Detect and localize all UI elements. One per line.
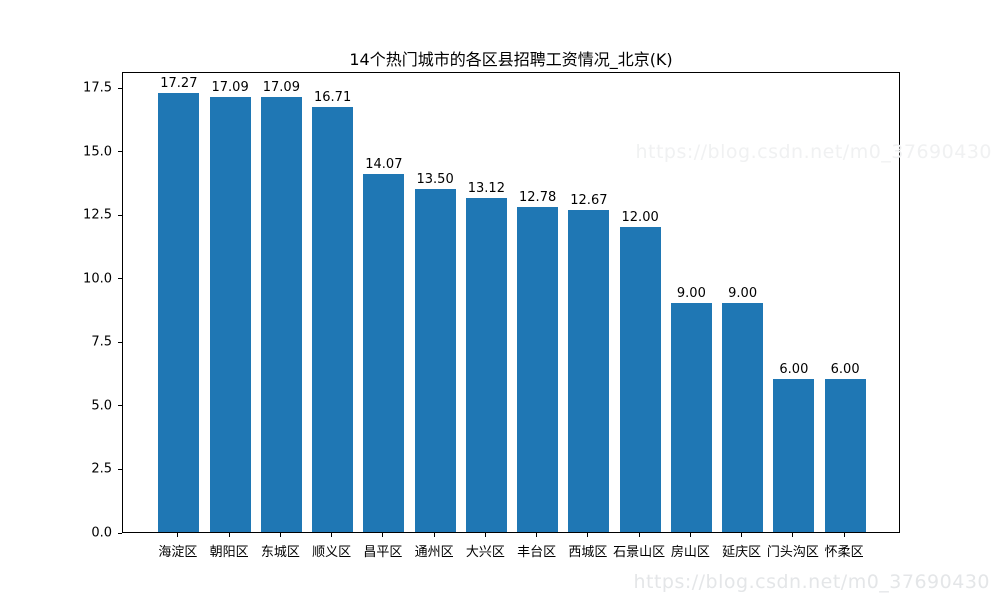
- bar: [209, 97, 251, 532]
- x-tick-label: 朝阳区: [209, 545, 249, 560]
- y-tick-mark: [118, 532, 122, 534]
- bar-value-label: 17.09: [262, 80, 300, 96]
- bar: [722, 303, 764, 532]
- x-tick-mark: [536, 533, 538, 537]
- x-tick-label: 怀柔区: [824, 545, 864, 560]
- y-tick-mark: [118, 214, 122, 216]
- bar: [363, 174, 405, 532]
- bar: [824, 379, 866, 532]
- x-tick-mark: [279, 533, 281, 537]
- bar: [312, 107, 354, 532]
- y-tick-label: 15.0: [83, 144, 112, 160]
- bar-value-label: 9.00: [676, 286, 706, 302]
- x-tick-label: 顺义区: [312, 545, 352, 560]
- watermark-bottom-right: https://blog.csdn.net/m0_37690430: [633, 571, 990, 593]
- x-tick-label: 昌平区: [363, 545, 403, 560]
- bar-value-label: 12.00: [621, 209, 659, 225]
- y-tick-label: 7.5: [91, 334, 112, 350]
- bar-value-label: 14.07: [365, 157, 403, 173]
- bar: [568, 209, 610, 532]
- y-tick-label: 2.5: [91, 461, 112, 477]
- x-tick-label: 丰台区: [517, 545, 557, 560]
- x-tick-label: 延庆区: [722, 545, 762, 560]
- y-tick-label: 5.0: [91, 398, 112, 414]
- y-tick-mark: [118, 341, 122, 343]
- x-tick-mark: [843, 533, 845, 537]
- x-tick-label: 海淀区: [158, 545, 198, 560]
- x-axis: 海淀区 朝阳区 东城区 顺义区 昌平区 通州区 大兴区 丰台区 西城区 石景山区 房山区 延庆区 门头沟…: [122, 533, 900, 567]
- x-tick-label: 大兴区: [465, 545, 505, 560]
- y-tick-label: 0.0: [91, 525, 112, 541]
- plot-area: 17.27 17.09 17.09 16.71 14.07 13.50 13.12 12.78…: [122, 72, 900, 533]
- x-tick-mark: [792, 533, 794, 537]
- bar: [158, 92, 200, 532]
- x-tick-label: 通州区: [414, 545, 454, 560]
- x-tick-mark: [228, 533, 230, 537]
- x-tick-mark: [587, 533, 589, 537]
- bar: [670, 303, 712, 532]
- x-tick-label: 西城区: [568, 545, 608, 560]
- watermark-mid-right: https://blog.csdn.net/m0_37690430: [635, 141, 992, 163]
- bar-value-label: 16.71: [314, 90, 352, 106]
- bar: [260, 97, 302, 532]
- bar-value-label: 9.00: [728, 286, 758, 302]
- x-tick-mark: [331, 533, 333, 537]
- x-tick-label: 石景山区: [613, 545, 666, 560]
- bar: [773, 379, 815, 532]
- y-tick-label: 17.5: [83, 80, 112, 96]
- x-tick-label: 门头沟区: [766, 545, 819, 560]
- y-tick-mark: [118, 87, 122, 89]
- bar-value-label: 6.00: [830, 362, 860, 378]
- x-tick-mark: [433, 533, 435, 537]
- bar-value-label: 17.27: [160, 75, 198, 91]
- x-tick-mark: [484, 533, 486, 537]
- y-tick-mark: [118, 405, 122, 407]
- y-axis: 0.0 2.5 5.0 7.5 10.0 12.5 15.0 17.5: [0, 72, 122, 541]
- bar: [465, 198, 507, 532]
- x-tick-mark: [741, 533, 743, 537]
- y-tick-mark: [118, 151, 122, 153]
- x-tick-mark: [638, 533, 640, 537]
- bar: [619, 226, 661, 532]
- x-tick-mark: [689, 533, 691, 537]
- x-tick-label: 房山区: [670, 545, 710, 560]
- bar-value-label: 12.78: [519, 190, 557, 206]
- bar-value-label: 13.50: [416, 171, 454, 187]
- y-tick-mark: [118, 468, 122, 470]
- bar-value-label: 12.67: [570, 192, 608, 208]
- x-tick-mark: [382, 533, 384, 537]
- chart-title: 14个热门城市的各区县招聘工资情况_北京(K): [349, 50, 673, 69]
- bar-value-label: 17.09: [211, 80, 249, 96]
- bar: [414, 188, 456, 532]
- x-tick-label: 东城区: [260, 545, 300, 560]
- bar: [517, 207, 559, 532]
- y-tick-label: 12.5: [83, 207, 112, 223]
- bar-value-label: 6.00: [779, 362, 809, 378]
- x-tick-mark: [177, 533, 179, 537]
- bar-value-label: 13.12: [467, 181, 505, 197]
- y-tick-mark: [118, 278, 122, 280]
- y-tick-label: 10.0: [83, 271, 112, 287]
